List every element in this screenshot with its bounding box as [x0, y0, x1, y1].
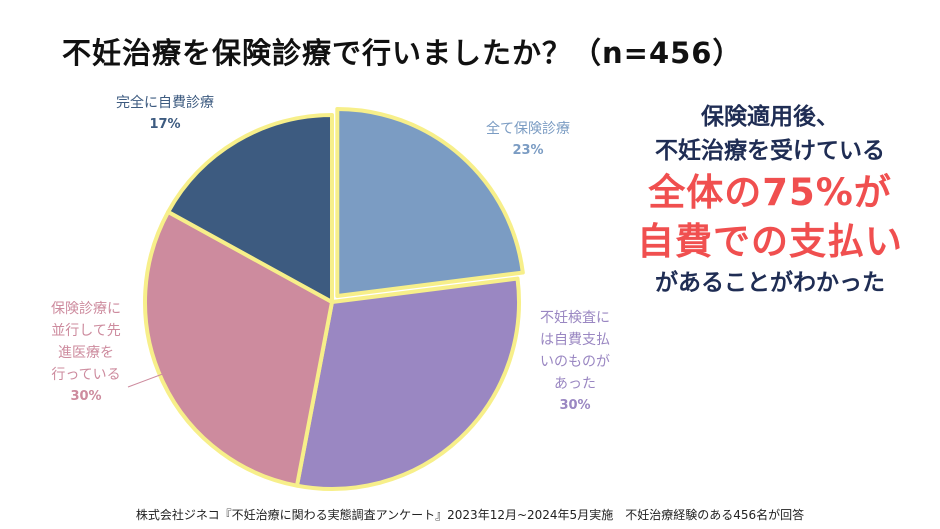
slice-advanced-medicine [143, 209, 334, 488]
label-tests-self-paid-line3: いのものが [540, 354, 610, 370]
label-all-insurance-pct: 23% [512, 143, 544, 158]
label-advanced-medicine-line1: 保険診療に [51, 301, 121, 317]
label-advanced-medicine-line3: 進医療を [58, 345, 114, 361]
page-title: 不妊治療を保険診療で行いましたか？（n=456） [62, 36, 743, 70]
callout-summary: 保険適用後、 不妊治療を受けている 全体の75%が 自費での支払い があることが… [620, 100, 920, 300]
label-fully-self-paid: 完全に自費診療 17% [92, 92, 238, 136]
label-advanced-medicine: 保険診療に 並行して先 進医療を 行っている 30% [30, 298, 142, 408]
label-all-insurance: 全て保険診療 23% [458, 118, 598, 162]
label-advanced-medicine-line4: 行っている [51, 367, 121, 383]
label-all-insurance-text: 全て保険診療 [486, 121, 570, 137]
label-advanced-medicine-pct: 30% [70, 389, 102, 404]
label-fully-self-paid-text: 完全に自費診療 [116, 95, 214, 111]
callout-line1: 保険適用後、 [701, 104, 839, 130]
callout-line3: 全体の75%が [648, 171, 892, 214]
slice-tests-self-paid [294, 276, 521, 491]
label-tests-self-paid-line1: 不妊検査に [540, 310, 610, 326]
callout-line4: 自費での支払い [637, 220, 903, 263]
label-tests-self-paid-line4: あった [554, 376, 596, 392]
source-note: 株式会社ジネコ『不妊治療に関わる実態調査アンケート』2023年12月~2024年… [135, 508, 805, 522]
label-advanced-medicine-line2: 並行して先 [51, 323, 121, 339]
slice-fully-self-paid [166, 113, 334, 304]
label-tests-self-paid-line2: は自費支払 [540, 332, 610, 348]
leader-line [127, 371, 169, 388]
callout-line2: 不妊治療を受けている [655, 138, 885, 164]
label-tests-self-paid: 不妊検査に は自費支払 いのものが あった 30% [520, 307, 630, 417]
slice-all-insurance [335, 106, 525, 298]
label-tests-self-paid-pct: 30% [559, 398, 591, 413]
callout-line5: があることがわかった [655, 270, 885, 296]
label-fully-self-paid-pct: 17% [149, 117, 181, 132]
